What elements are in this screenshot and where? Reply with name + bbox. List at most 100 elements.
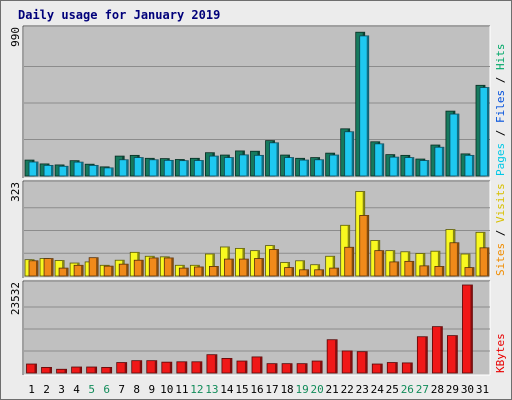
x-tick-label: 4 bbox=[73, 383, 80, 396]
bar-shadow bbox=[51, 165, 54, 176]
bar-shadow bbox=[66, 268, 69, 276]
bar-shadow bbox=[171, 160, 174, 176]
x-tick-label: 31 bbox=[476, 383, 489, 396]
bar-shadow bbox=[467, 254, 470, 276]
bar-shadow bbox=[396, 157, 399, 176]
bar-shadow bbox=[486, 87, 489, 176]
x-tick-label: 13 bbox=[205, 383, 218, 396]
bar-shadow bbox=[366, 215, 369, 276]
bar-shadow bbox=[275, 363, 278, 373]
bar-shadow bbox=[396, 261, 399, 276]
x-tick-label: 28 bbox=[431, 383, 444, 396]
bar-shadow bbox=[81, 265, 84, 276]
bar-shadow bbox=[199, 361, 202, 373]
bar-shadow bbox=[139, 360, 142, 373]
bar-shadow bbox=[351, 131, 354, 176]
bar-shadow bbox=[336, 268, 339, 276]
panel-legend: Pages / Files / Hits bbox=[494, 44, 507, 177]
gridlines bbox=[24, 306, 490, 352]
bar-shadow bbox=[411, 261, 414, 276]
y-axis-max-label: 990 bbox=[9, 27, 22, 47]
bar-shadow bbox=[426, 265, 429, 276]
x-tick-label: 30 bbox=[461, 383, 474, 396]
x-tick-label: 19 bbox=[295, 383, 308, 396]
x-tick-label: 29 bbox=[446, 383, 459, 396]
x-tick-label: 11 bbox=[175, 383, 188, 396]
bar-shadow bbox=[441, 147, 444, 176]
bar-shadow bbox=[335, 339, 338, 373]
bar-shadow bbox=[411, 157, 414, 176]
bar-shadow bbox=[380, 364, 383, 373]
bar-shadow bbox=[321, 269, 324, 276]
legend-separator: / bbox=[494, 223, 507, 243]
bar-shadow bbox=[306, 160, 309, 176]
x-tick-label: 12 bbox=[190, 383, 203, 396]
x-tick-label: 23 bbox=[356, 383, 369, 396]
bar-shadow bbox=[141, 260, 144, 276]
bar-shadow bbox=[79, 367, 82, 373]
legend-separator: / bbox=[494, 70, 507, 90]
bar-shadow bbox=[156, 159, 159, 176]
bar-shadow bbox=[231, 157, 234, 176]
legend-sites: Sites bbox=[494, 243, 507, 276]
x-tick-label: 16 bbox=[250, 383, 263, 396]
bar-shadow bbox=[366, 35, 369, 177]
bar-shadow bbox=[365, 351, 368, 373]
bar-shadow bbox=[126, 159, 129, 176]
x-tick-label: 22 bbox=[341, 383, 354, 396]
bar-shadow bbox=[156, 257, 159, 276]
bar-shadow bbox=[336, 155, 339, 176]
x-tick-label: 9 bbox=[148, 383, 155, 396]
panel-legend: Sites / Visits bbox=[494, 183, 507, 276]
bar-shadow bbox=[455, 335, 458, 373]
bar-shadow bbox=[216, 156, 219, 176]
legend-separator: / bbox=[494, 123, 507, 143]
panel-2: 323 Sites / Visits bbox=[9, 180, 507, 279]
x-tick-label: 17 bbox=[265, 383, 278, 396]
series-kbytes bbox=[26, 284, 473, 374]
x-tick-label: 5 bbox=[88, 383, 95, 396]
bar-shadow bbox=[395, 362, 398, 373]
bar-shadow bbox=[291, 267, 294, 276]
x-tick-label: 3 bbox=[58, 383, 65, 396]
bar-shadow bbox=[244, 361, 247, 373]
bar-shadow bbox=[34, 364, 37, 373]
legend-visits: Visits bbox=[494, 183, 507, 223]
bar-shadow bbox=[426, 160, 429, 176]
series-sites bbox=[28, 215, 490, 277]
x-tick-label: 20 bbox=[311, 383, 324, 396]
bar-shadow bbox=[305, 363, 308, 373]
bar-shadow bbox=[260, 356, 262, 373]
bar-shadow bbox=[229, 358, 232, 373]
bar-shadow bbox=[201, 266, 204, 276]
bar-shadow bbox=[124, 362, 127, 373]
bar-shadow bbox=[36, 161, 39, 176]
chart-panels: 990 Pages / Files / Hits 323 Sites / Visits… bbox=[9, 25, 507, 376]
bar-shadow bbox=[212, 254, 215, 276]
x-tick-label: 2 bbox=[43, 383, 50, 396]
bar-shadow bbox=[186, 268, 189, 276]
bar-shadow bbox=[441, 266, 444, 276]
y-axis-max-label: 23532 bbox=[9, 282, 22, 315]
bar-shadow bbox=[51, 258, 54, 276]
bar-shadow bbox=[66, 166, 69, 176]
chart-title: Daily usage for January 2019 bbox=[18, 8, 220, 22]
x-tick-label: 6 bbox=[103, 383, 110, 396]
bar-shadow bbox=[111, 266, 114, 276]
bar-shadow bbox=[291, 157, 294, 176]
bar-shadow bbox=[171, 257, 174, 276]
x-tick-label: 8 bbox=[133, 383, 140, 396]
x-tick-label: 18 bbox=[280, 383, 293, 396]
bar-shadow bbox=[231, 259, 234, 276]
legend-hits: Hits bbox=[494, 44, 507, 71]
bar-shadow bbox=[381, 143, 384, 176]
bar-shadow bbox=[246, 259, 249, 276]
bar-shadow bbox=[381, 250, 384, 276]
panel-legend: KBytes bbox=[494, 333, 507, 373]
x-tick-label: 14 bbox=[220, 383, 234, 396]
bar-shadow bbox=[290, 363, 293, 373]
bar-shadow bbox=[486, 247, 489, 276]
x-axis-labels: 1 2 3 4 5 6 7 8 9 10 11 12 13 14 15 16 17 18 19 20 21 22 23 24 2… bbox=[28, 383, 489, 396]
bar-shadow bbox=[276, 142, 279, 176]
